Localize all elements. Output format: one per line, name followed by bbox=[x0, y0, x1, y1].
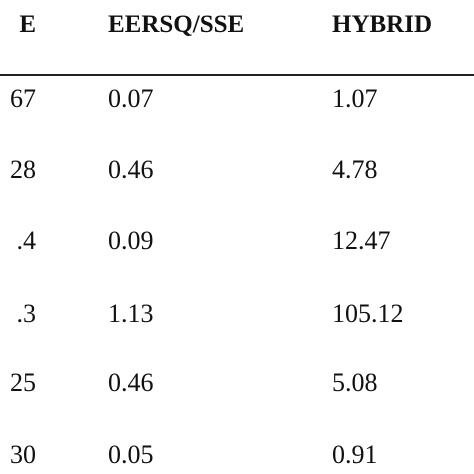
table-cell-col2: 105.12 bbox=[332, 299, 404, 328]
header-rule bbox=[0, 74, 474, 76]
table-cell-col1: 0.05 bbox=[108, 440, 154, 469]
table-cell-col1: 0.07 bbox=[108, 84, 154, 113]
table-cell-col1: 0.46 bbox=[108, 155, 154, 184]
table-cell-col0: .3 bbox=[0, 301, 37, 331]
table-cell-col0: 25 bbox=[0, 370, 36, 400]
cell-text: 30 bbox=[10, 442, 36, 469]
table-cell-col1: 0.09 bbox=[108, 226, 154, 255]
table-cell-col2: 1.07 bbox=[332, 84, 378, 113]
table-cell-col1: 1.13 bbox=[108, 299, 154, 328]
table-cell-col0: .4 bbox=[0, 228, 37, 258]
cell-text: .3 bbox=[16, 301, 37, 328]
header-label: E bbox=[19, 12, 36, 38]
table-cell-col2: 5.08 bbox=[332, 368, 378, 397]
table-cell-col1: 0.46 bbox=[108, 368, 154, 397]
header-cell-col1: EERSQ/SSE bbox=[108, 11, 245, 38]
cell-text: 28 bbox=[10, 157, 36, 184]
cell-text: 25 bbox=[10, 370, 36, 397]
cell-text: 67 bbox=[10, 86, 36, 113]
table-cell-col0: 30 bbox=[0, 442, 36, 472]
table-cell-col2: 12.47 bbox=[332, 226, 391, 255]
header-cell-col2: HYBRID bbox=[332, 11, 433, 38]
table-cell-col0: 28 bbox=[0, 157, 36, 187]
table-cell-col2: 4.78 bbox=[332, 155, 378, 184]
table-cell-col0: 67 bbox=[0, 86, 36, 116]
table-cell-col2: 0.91 bbox=[332, 440, 378, 469]
header-cell-col0: E bbox=[0, 12, 36, 42]
cell-text: .4 bbox=[16, 228, 37, 255]
